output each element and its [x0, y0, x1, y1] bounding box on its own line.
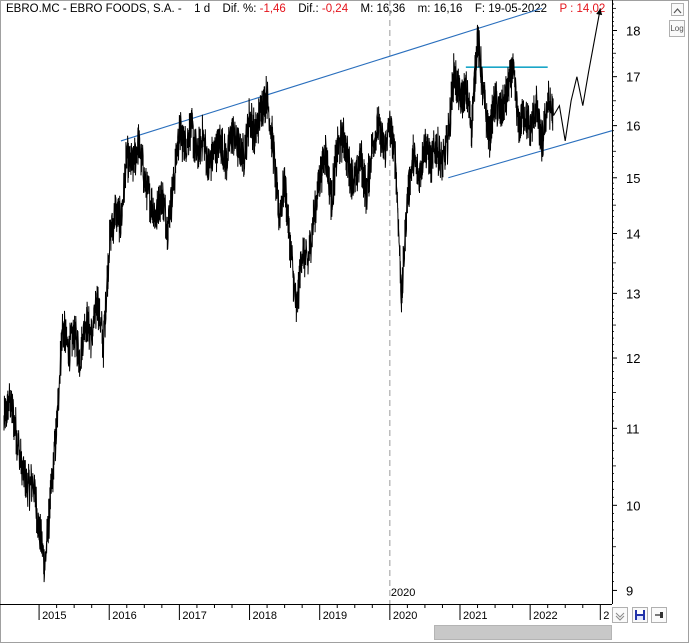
y-tick-label: 9	[626, 583, 633, 598]
save-button[interactable]	[632, 607, 648, 623]
pin-button[interactable]	[651, 607, 667, 623]
x-tick-label: 2022	[533, 610, 557, 622]
zoom-icon	[615, 612, 625, 621]
x-tick-label: 2021	[463, 610, 487, 622]
x-axis-ticks: 2015 2016 2017 2018 2019 2020 2021 2022 2	[38, 604, 609, 622]
trendline-channel-lower	[448, 130, 613, 179]
x-tick-label: 2018	[253, 610, 277, 622]
symbol-label: EBRO.MC - EBRO FOODS, S.A. -	[6, 3, 182, 15]
y-tick-label: 17	[626, 70, 640, 85]
arrow-up-icon	[673, 8, 682, 14]
y-tick-label: 18	[626, 23, 640, 38]
log-scale-button[interactable]: Log	[669, 20, 685, 37]
projection-series	[553, 8, 601, 141]
chart-header: EBRO.MC - EBRO FOODS, S.A. - 1 d Dif. %:…	[6, 3, 605, 17]
y-axis-ticks: 9 10 11 12 13 14 15 16 17 18	[612, 3, 640, 598]
max-label: M: 16,36	[360, 3, 406, 15]
x-tick-label: 2016	[112, 610, 136, 622]
y-tick-label: 14	[626, 227, 640, 242]
x-tick-label: 2	[603, 610, 609, 622]
x-tick-label: 2020	[393, 610, 417, 622]
y-tick-label: 16	[626, 119, 640, 134]
price-label: P : 14,02	[559, 3, 606, 15]
dif-pct-label: Dif. %:	[222, 3, 257, 15]
year-marker-label: 2020	[391, 587, 415, 599]
y-tick-label: 13	[626, 286, 640, 301]
zoom-button[interactable]	[612, 607, 628, 623]
scroll-up-button[interactable]	[671, 3, 684, 16]
price-series	[3, 24, 554, 583]
x-tick-label: 2019	[323, 610, 347, 622]
period-label: 1 d	[194, 3, 211, 15]
y-tick-label: 15	[626, 171, 640, 186]
pin-icon	[655, 612, 663, 618]
horizontal-scrollbar-thumb[interactable]	[434, 625, 612, 640]
y-tick-label: 10	[626, 498, 640, 513]
dif-value: -0,24	[321, 3, 349, 15]
y-tick-label: 11	[626, 421, 640, 436]
projection-arrowhead	[596, 8, 603, 16]
y-tick-label: 12	[626, 351, 640, 366]
log-label: Log	[670, 24, 684, 33]
dif-label: Dif.:	[298, 3, 319, 15]
dif-pct-value: -1,46	[259, 3, 286, 15]
min-label: m: 16,16	[417, 3, 463, 15]
x-tick-label: 2015	[42, 610, 66, 622]
x-tick-label: 2017	[182, 610, 206, 622]
save-icon	[635, 610, 645, 620]
series-layer	[3, 8, 603, 583]
